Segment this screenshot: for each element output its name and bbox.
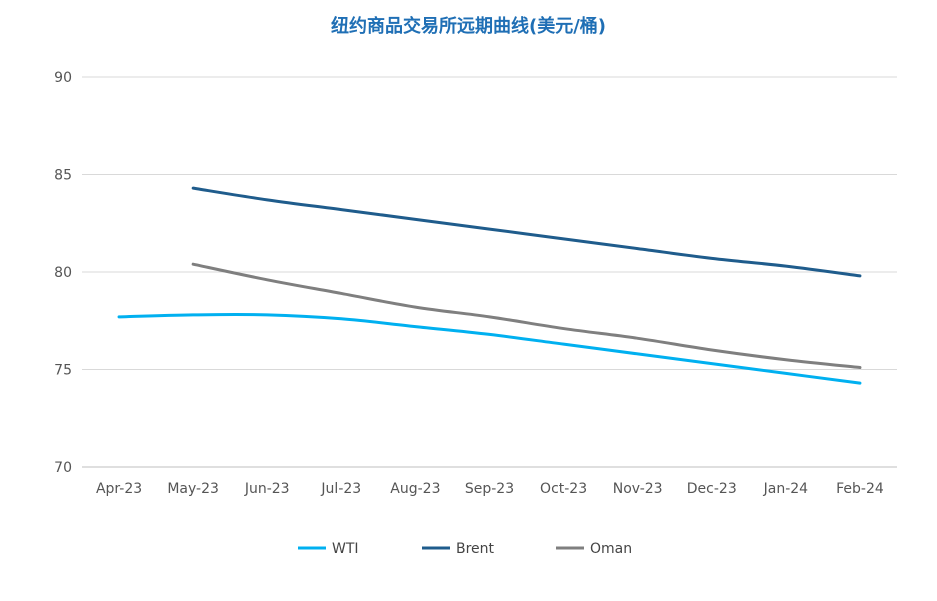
series-line-brent	[191, 186, 862, 278]
y-tick-label-90: 90	[54, 70, 72, 86]
legend-label-wti: WTI	[332, 541, 359, 557]
legend-label-brent: Brent	[456, 541, 495, 557]
y-tick-label-70: 70	[54, 460, 72, 476]
x-tick-label-Apr-23: Apr-23	[96, 481, 142, 497]
y-tick-label-85: 85	[54, 168, 72, 184]
series-line-oman	[191, 262, 862, 370]
x-tick-label-Jul-23: Jul-23	[320, 481, 361, 497]
x-tick-label-Feb-24: Feb-24	[836, 481, 884, 497]
x-tick-label-Dec-23: Dec-23	[687, 481, 737, 497]
x-tick-label-Sep-23: Sep-23	[465, 481, 514, 497]
x-tick-label-May-23: May-23	[167, 481, 219, 497]
x-tick-label-Jan-24: Jan-24	[763, 481, 809, 497]
chart-title: 纽约商品交易所远期曲线(美元/桶)	[330, 16, 607, 37]
x-tick-label-Aug-23: Aug-23	[390, 481, 440, 497]
series-line-wti	[117, 312, 862, 385]
y-tick-label-75: 75	[54, 363, 72, 379]
legend-label-oman: Oman	[590, 541, 632, 557]
x-tick-label-Jun-23: Jun-23	[244, 481, 290, 497]
x-tick-label-Oct-23: Oct-23	[540, 481, 587, 497]
x-tick-label-Nov-23: Nov-23	[613, 481, 663, 497]
y-tick-label-80: 80	[54, 265, 72, 281]
